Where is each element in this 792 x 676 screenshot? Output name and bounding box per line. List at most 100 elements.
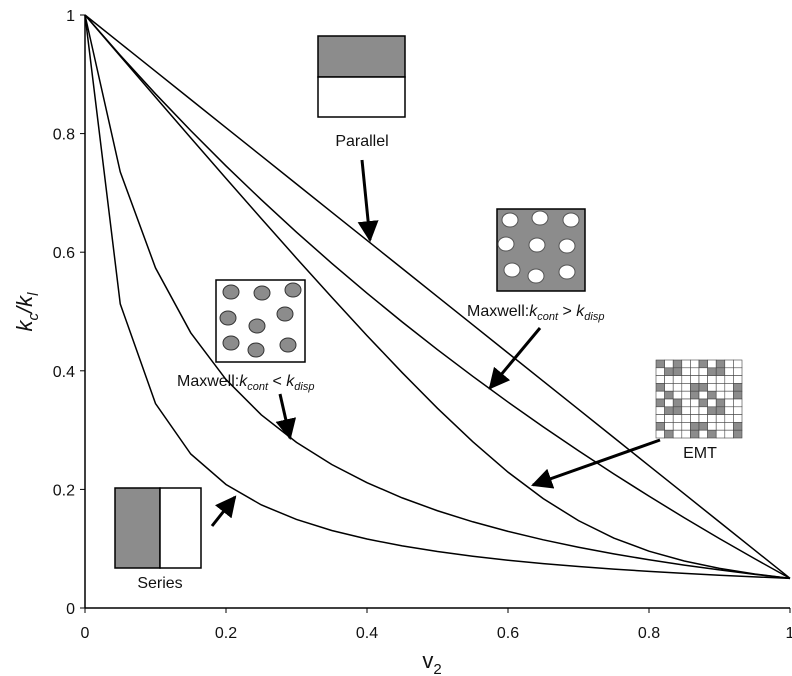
cell — [682, 368, 691, 376]
cell — [699, 360, 708, 368]
cell — [716, 430, 725, 438]
cell — [656, 415, 665, 423]
cell — [725, 391, 734, 399]
cell — [682, 391, 691, 399]
cell — [725, 383, 734, 391]
cell — [682, 422, 691, 430]
y-tick-label: 0.6 — [53, 245, 75, 262]
cell — [733, 368, 742, 376]
maxwell-upper-inset — [497, 209, 585, 291]
cell — [673, 399, 682, 407]
cell — [673, 368, 682, 376]
cell — [690, 360, 699, 368]
cell — [708, 368, 717, 376]
chart: v2 kc/kl Parallel Maxwell:kcont > kdisp … — [0, 0, 792, 676]
cell — [673, 376, 682, 384]
cell — [716, 407, 725, 415]
x-tick-label: 0.4 — [356, 625, 378, 642]
cell — [673, 407, 682, 415]
cell — [656, 422, 665, 430]
parallel-label: Parallel — [335, 133, 388, 150]
cell — [733, 360, 742, 368]
particle — [498, 237, 514, 251]
particle — [220, 311, 236, 325]
y-axis-label: kc/kl — [12, 292, 42, 332]
cell — [665, 383, 674, 391]
x-tick-label: 0.8 — [638, 625, 660, 642]
cell — [682, 407, 691, 415]
cell — [682, 383, 691, 391]
parallel-inset — [318, 36, 405, 117]
cell — [682, 360, 691, 368]
cell — [673, 415, 682, 423]
cell — [733, 415, 742, 423]
cell — [673, 391, 682, 399]
y-tick-label: 0.2 — [53, 482, 75, 499]
cell — [690, 399, 699, 407]
cell — [673, 360, 682, 368]
cell — [733, 422, 742, 430]
cell — [699, 383, 708, 391]
emt-label: EMT — [683, 445, 717, 462]
cell — [656, 391, 665, 399]
cell — [716, 415, 725, 423]
cell — [725, 399, 734, 407]
x-axis-label: v2 — [422, 648, 441, 676]
particle — [277, 307, 293, 321]
cell — [682, 430, 691, 438]
cell — [665, 422, 674, 430]
cell — [733, 407, 742, 415]
cell — [690, 415, 699, 423]
cell — [656, 368, 665, 376]
cell — [716, 422, 725, 430]
cell — [708, 415, 717, 423]
cell — [656, 430, 665, 438]
cell — [716, 391, 725, 399]
cell — [682, 399, 691, 407]
cell — [699, 422, 708, 430]
cell — [665, 407, 674, 415]
cell — [725, 415, 734, 423]
y-tick-label: 0.4 — [53, 364, 75, 381]
particle — [223, 336, 239, 350]
cell — [665, 415, 674, 423]
x-tick-label: 1 — [786, 625, 792, 642]
cell — [665, 376, 674, 384]
emt-inset — [656, 360, 742, 438]
particle — [254, 286, 270, 300]
cell — [699, 415, 708, 423]
particle — [504, 263, 520, 277]
cell — [733, 399, 742, 407]
cell — [725, 407, 734, 415]
series-label: Series — [137, 575, 182, 592]
cell — [716, 360, 725, 368]
cell — [708, 407, 717, 415]
cell — [690, 422, 699, 430]
particle — [502, 213, 518, 227]
x-tick-label: 0.6 — [497, 625, 519, 642]
cell — [716, 399, 725, 407]
cell — [708, 376, 717, 384]
cell — [690, 407, 699, 415]
y-tick-label: 1 — [66, 8, 75, 25]
cell — [665, 399, 674, 407]
particle — [248, 343, 264, 357]
maxwell-upper-label: Maxwell:kcont > kdisp — [467, 303, 604, 323]
maxwell-lower-label: Maxwell:kcont < kdisp — [177, 373, 314, 393]
cell — [733, 376, 742, 384]
cell — [699, 399, 708, 407]
particle — [529, 238, 545, 252]
particle — [249, 319, 265, 333]
particle — [528, 269, 544, 283]
cell — [673, 422, 682, 430]
cell — [673, 430, 682, 438]
cell — [682, 376, 691, 384]
cell — [725, 422, 734, 430]
x-tick-label: 0.2 — [215, 625, 237, 642]
cell — [708, 383, 717, 391]
cell — [665, 391, 674, 399]
series-inset — [115, 488, 201, 568]
cell — [699, 391, 708, 399]
cell — [733, 430, 742, 438]
cell — [708, 360, 717, 368]
